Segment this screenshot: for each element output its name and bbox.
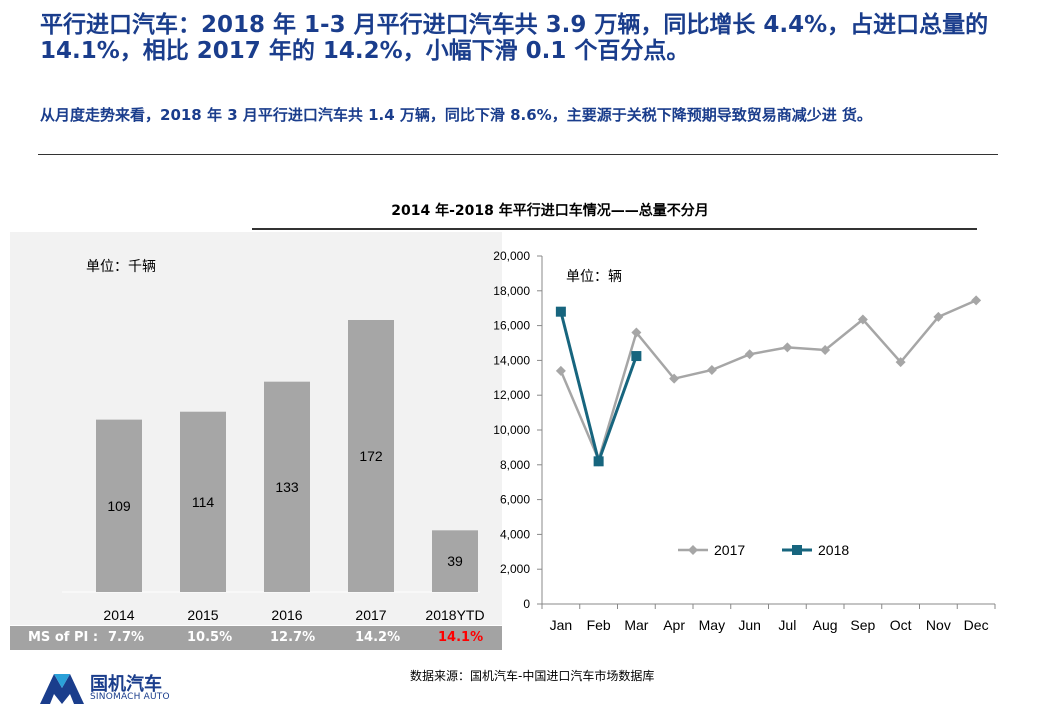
bar-value-label-2016: 133 [275,479,299,495]
bar-chart-panel [10,232,502,625]
ms-value-2014: 7.7% [108,630,145,645]
point-2017-Jun [744,349,755,360]
sinomach-logo-icon [40,674,84,704]
y-tick-label-8: 16,000 [493,319,530,333]
point-2018-Mar [631,351,642,362]
point-2018-Feb [593,456,604,467]
y-tick-label-10: 20,000 [493,249,530,263]
y-tick-label-5: 10,000 [493,423,530,437]
y-tick-label-9: 18,000 [493,284,530,298]
x-tick-label-Jan: Jan [550,617,573,633]
ms-value-2016: 12.7% [270,630,316,645]
y-tick-label-0: 0 [523,597,530,611]
line-chart-unit-label: 单位：辆 [566,269,622,285]
ms-value-2015: 10.5% [187,630,233,645]
legend-label-2018: 2018 [818,542,849,558]
x-tick-label-Oct: Oct [890,617,912,633]
ms-value-2017: 14.2% [355,630,401,645]
y-tick-label-3: 6,000 [500,493,530,507]
bar-category-label-2015: 2015 [187,607,218,623]
point-2017-Jan [555,365,566,376]
x-tick-label-Dec: Dec [964,617,989,633]
point-2018-Jan [555,306,566,317]
x-tick-label-May: May [699,617,725,633]
bar-category-label-2018YTD: 2018YTD [425,607,484,623]
bar-category-label-2016: 2016 [271,607,302,623]
point-2017-Apr [669,373,680,384]
monthly-line-chart: 0 2,000 4,000 6,000 8,000 10,000 12,000 14,000 1… [493,249,996,633]
ms-value-2018ytd: 14.1% [438,630,484,645]
logo-text-en: SINOMACH AUTO [90,692,170,702]
chart-title: 2014 年-2018 年平行进口车情况——总量不分月 [391,203,709,219]
point-2017-Aug [820,344,831,355]
y-tick-label-2: 4,000 [500,527,530,541]
logo-text-cn: 国机汽车 [90,674,162,695]
point-2017-Dec [971,295,982,306]
bar-2014 [96,419,142,592]
bar-2017 [348,320,394,592]
legend-marker-2017 [688,545,698,555]
bar-value-label-2014: 109 [107,498,131,514]
x-tick-label-Jul: Jul [778,617,796,633]
bar-chart-unit-label: 单位：千辆 [86,259,156,275]
legend-marker-2018 [792,545,802,555]
point-2017-Sep [857,314,868,325]
x-tick-label-Feb: Feb [587,617,611,633]
bar-2015 [180,411,226,592]
x-tick-label-Sep: Sep [850,617,875,633]
headline: 平行进口汽车：2018 年 1-3 月平行进口汽车共 3.9 万辆，同比增长 4… [40,12,1010,64]
bar-value-label-2017: 172 [359,448,383,464]
headline-line-2: 14.1%，相比 2017 年的 14.2%，小幅下滑 0.1 个百分点。 [40,38,690,64]
x-tick-label-Jun: Jun [738,617,761,633]
legend-label-2017: 2017 [714,542,745,558]
x-tick-label-Nov: Nov [926,617,951,633]
bar-value-label-2015: 114 [192,494,215,510]
bar-value-label-2018YTD: 39 [447,553,463,569]
y-tick-label-6: 12,000 [493,388,530,402]
bar-category-label-2014: 2014 [103,607,134,623]
point-2017-Mar [631,327,642,338]
chart-title-divider [252,228,977,230]
bar-2018YTD [432,530,478,592]
ms-row: MS of PI : 7.7% 10.5% 12.7% 14.2% 14.1% [10,626,502,650]
ms-label: MS of PI : [28,630,99,645]
annual-bar-chart: 109 2014 114 2015 133 2016 172 2017 39 2018YTD [62,320,485,623]
x-tick-label-Apr: Apr [663,617,685,633]
y-tick-label-4: 8,000 [500,458,530,472]
bar-2016 [264,381,310,592]
x-tick-label-Aug: Aug [813,617,838,633]
y-tick-label-1: 2,000 [500,562,530,576]
series-line-2017 [559,299,977,464]
point-2017-Oct [895,357,906,368]
point-2017-Nov [933,311,944,322]
header-divider [38,154,998,155]
point-2017-Jul [782,342,793,353]
x-tick-label-Mar: Mar [624,617,648,633]
bar-category-label-2017: 2017 [355,607,386,623]
data-source: 数据来源：国机汽车-中国进口汽车市场数据库 [410,669,655,683]
subheadline: 从月度走势来看，2018 年 3 月平行进口汽车共 1.4 万辆，同比下滑 8.… [40,106,872,124]
headline-line-1: 平行进口汽车：2018 年 1-3 月平行进口汽车共 3.9 万辆，同比增长 4… [40,12,989,38]
sinomach-logo: 国机汽车 SINOMACH AUTO [40,668,200,708]
y-tick-label-7: 14,000 [493,353,530,367]
series-line-2018 [559,311,638,467]
point-2017-May [706,364,717,375]
